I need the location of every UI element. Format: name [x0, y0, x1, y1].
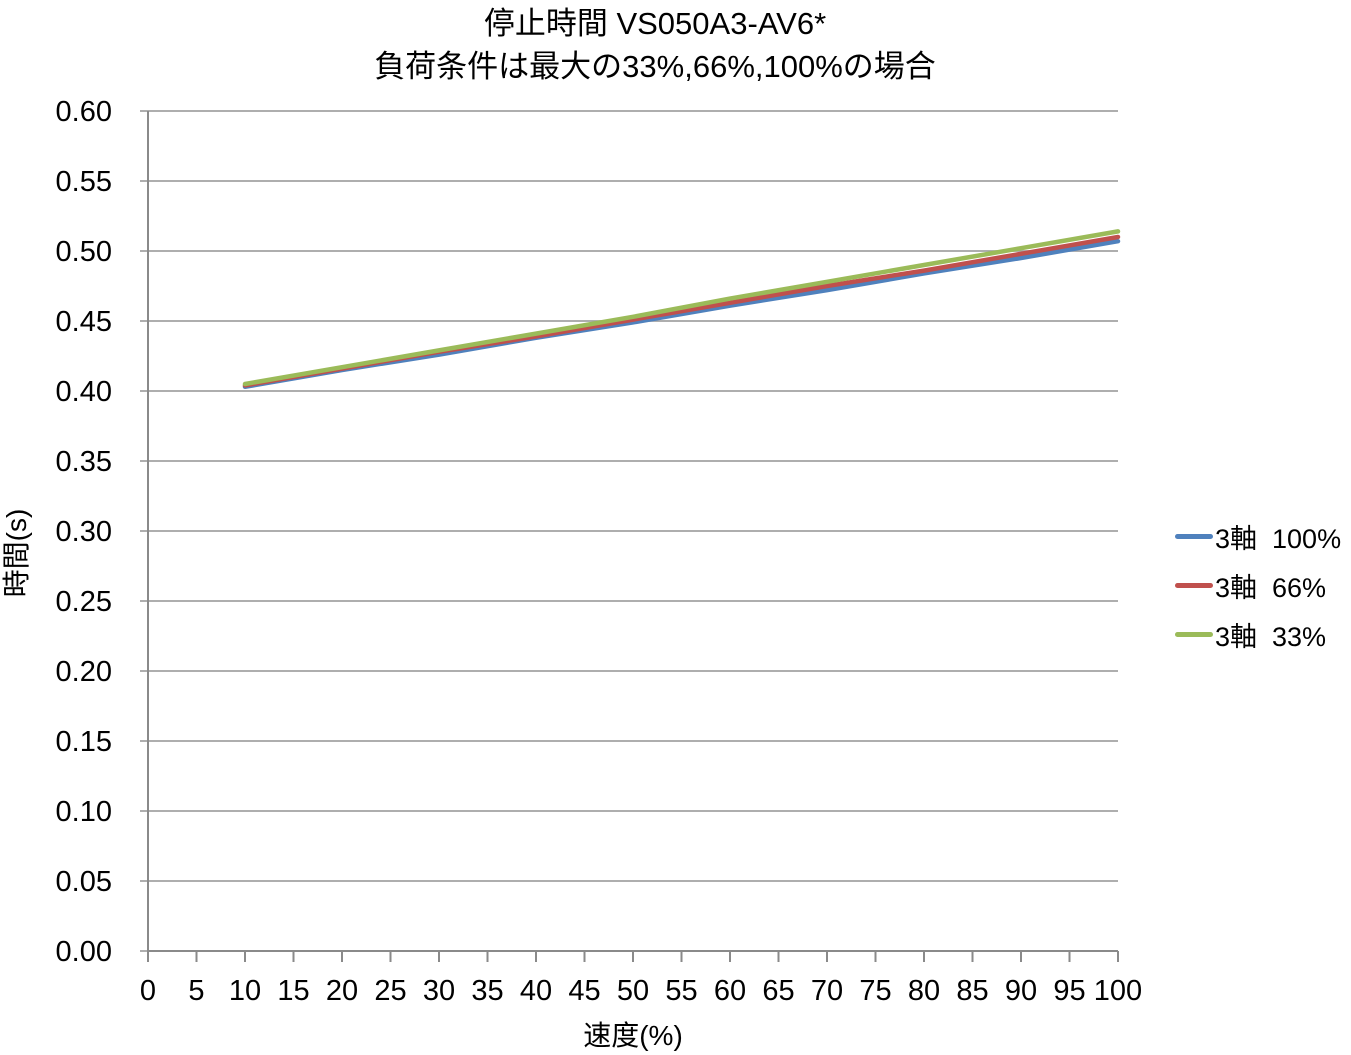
x-tick-label: 25 [374, 975, 406, 1007]
y-tick-label: 0.60 [56, 96, 112, 128]
y-tick-label: 0.15 [56, 726, 112, 758]
gridlines [140, 110, 1118, 952]
x-tick-label: 50 [617, 975, 649, 1007]
x-axis-title: 速度(%) [583, 1020, 683, 1051]
legend-item: 3軸 33% [1175, 610, 1341, 659]
x-tick-label: 35 [471, 975, 503, 1007]
x-tick-label: 85 [956, 975, 988, 1007]
chart-title: 停止時間 VS050A3-AV6* [483, 6, 827, 41]
legend-line-swatch [1175, 632, 1213, 637]
y-tick-label: 0.20 [56, 656, 112, 688]
data-series [242, 229, 1121, 390]
x-tick-label: 60 [714, 975, 746, 1007]
tick-labels: 0.00 0.05 0.10 0.15 0.20 0.25 0.30 0.35 0.40 0.45… [56, 96, 1143, 1007]
y-tick-label: 0.00 [56, 936, 112, 968]
x-tick-label: 95 [1053, 975, 1085, 1007]
x-tick-label: 0 [140, 975, 156, 1007]
y-tick-label: 0.55 [56, 166, 112, 198]
legend-item: 3軸 100% [1175, 512, 1341, 561]
y-tick-label: 0.35 [56, 446, 112, 478]
y-tick-label: 0.30 [56, 516, 112, 548]
x-tick-label: 100 [1094, 975, 1142, 1007]
y-tick-label: 0.40 [56, 376, 112, 408]
y-tick-label: 0.50 [56, 236, 112, 268]
legend: 3軸 100% 3軸 66% 3軸 33% [1175, 512, 1341, 659]
legend-line-swatch [1175, 583, 1213, 588]
legend-line-swatch [1175, 534, 1213, 539]
y-tick-label: 0.45 [56, 306, 112, 338]
x-tick-label: 65 [762, 975, 794, 1007]
y-tick-label: 0.25 [56, 586, 112, 618]
x-tick-label: 55 [665, 975, 697, 1007]
legend-item: 3軸 66% [1175, 561, 1341, 610]
y-tick-label: 0.05 [56, 866, 112, 898]
x-tick-label: 20 [326, 975, 358, 1007]
chart-title-block: 停止時間 VS050A3-AV6* 負荷条件は最大の33%,66%,100%の場… [0, 2, 1310, 88]
legend-label: 3軸 100% [1215, 524, 1342, 554]
y-axis-title: 時間(s) [1, 509, 32, 598]
x-tick-label: 80 [908, 975, 940, 1007]
y-tick-label: 0.10 [56, 796, 112, 828]
x-tick-label: 70 [811, 975, 843, 1007]
axes [147, 111, 1119, 962]
x-tick-label: 30 [423, 975, 455, 1007]
series-line [242, 229, 1121, 387]
x-tick-label: 10 [229, 975, 261, 1007]
x-tick-label: 90 [1005, 975, 1037, 1007]
x-tick-label: 40 [520, 975, 552, 1007]
x-tick-label: 45 [568, 975, 600, 1007]
x-tick-label: 5 [188, 975, 204, 1007]
x-tick-label: 75 [859, 975, 891, 1007]
legend-label: 3軸 33% [1215, 622, 1327, 652]
x-tick-label: 15 [277, 975, 309, 1007]
chart-subtitle: 負荷条件は最大の33%,66%,100%の場合 [374, 49, 936, 84]
legend-label: 3軸 66% [1215, 573, 1327, 603]
